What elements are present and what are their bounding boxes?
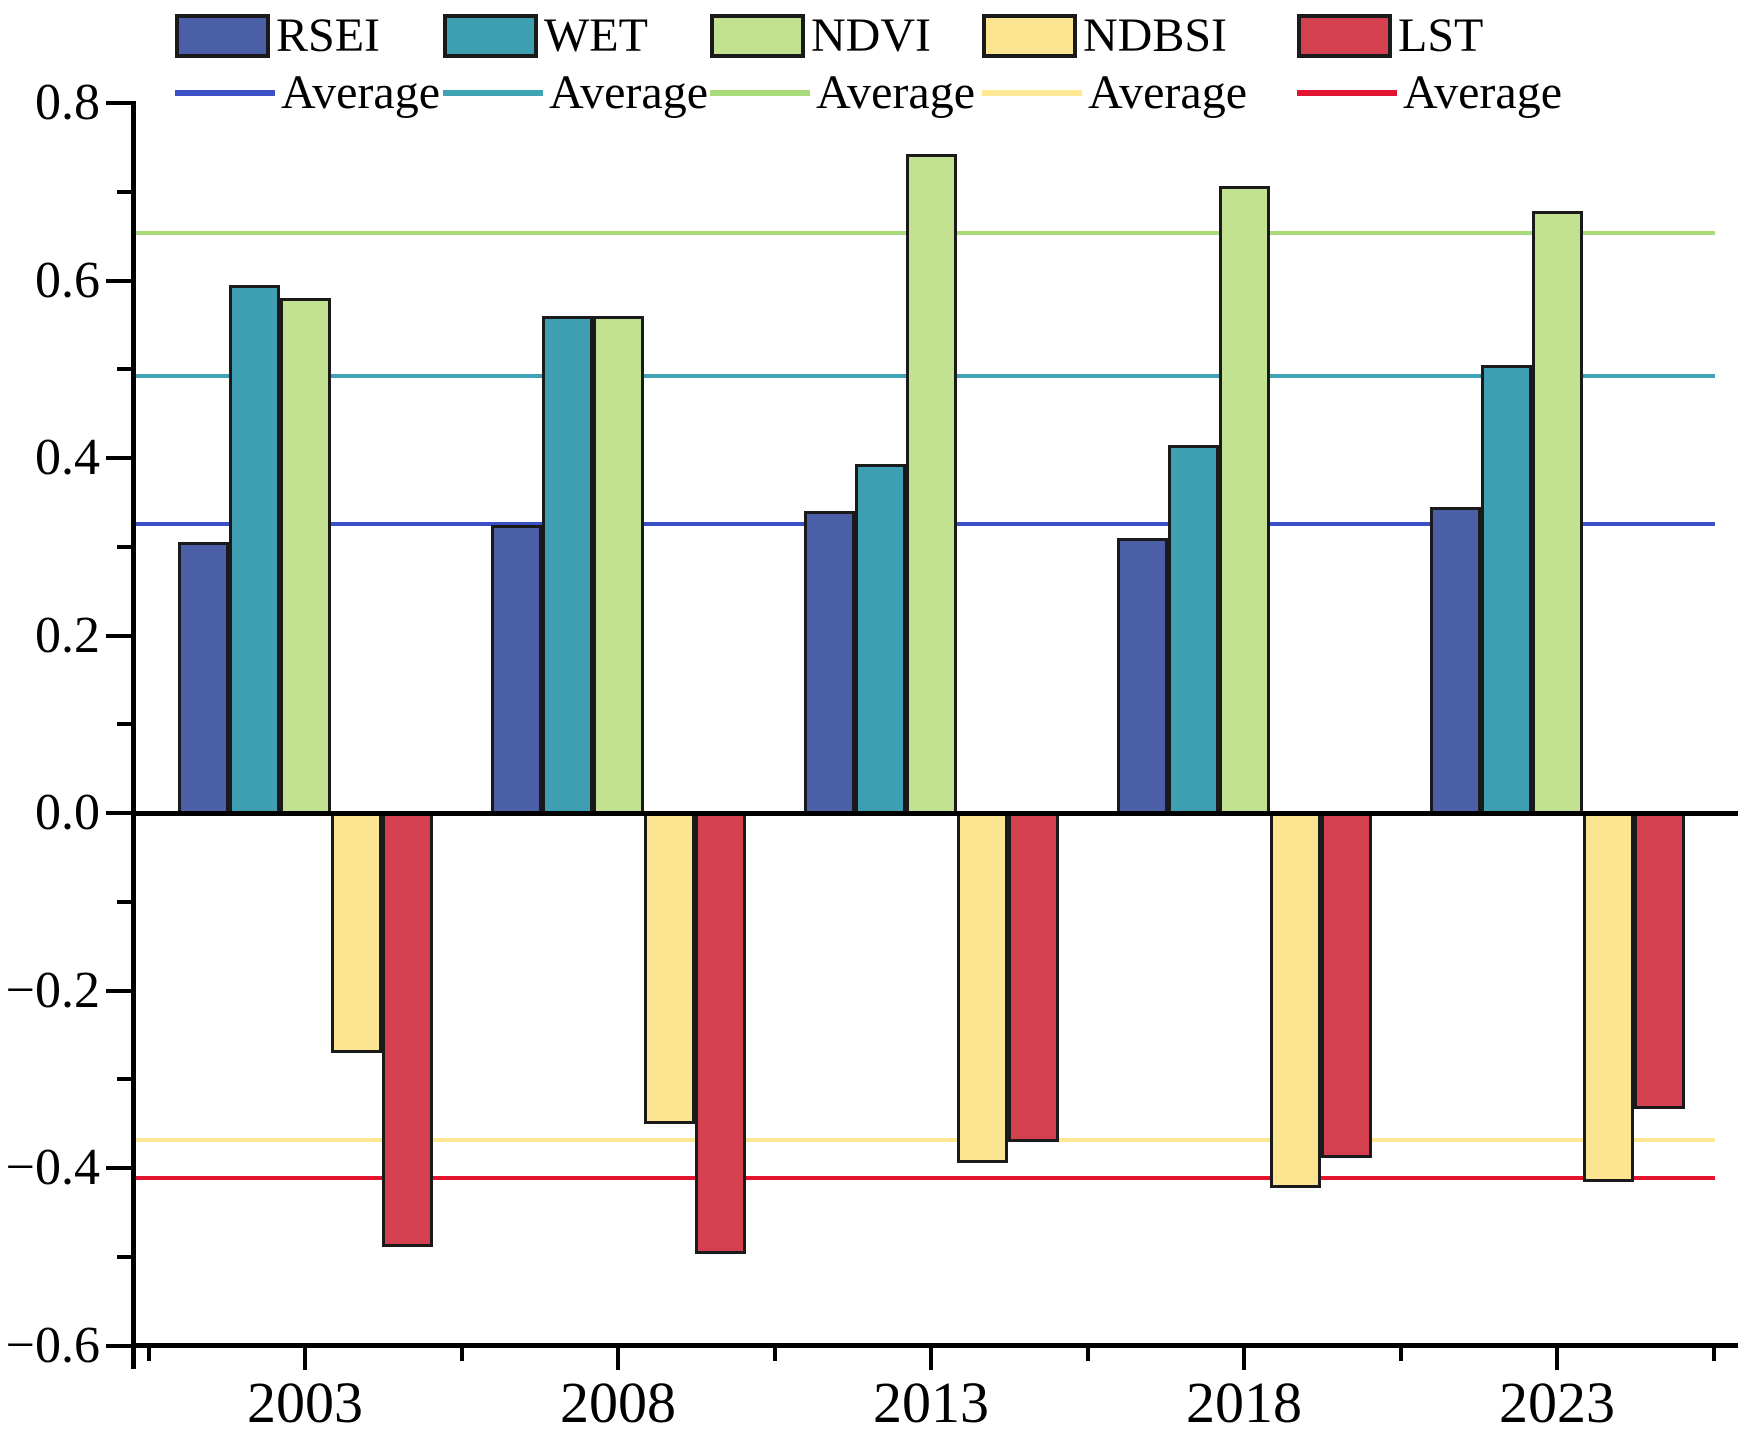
y-major-tick bbox=[106, 456, 133, 460]
legend-swatch-ndbsi bbox=[982, 14, 1077, 58]
legend-line-ndbsi bbox=[982, 90, 1082, 96]
y-tick-label: −0.6 bbox=[5, 1316, 100, 1374]
x-axis-line bbox=[131, 1343, 1738, 1348]
bar-rsei-2013 bbox=[804, 511, 855, 815]
y-minor-tick bbox=[117, 899, 133, 904]
y-major-tick bbox=[106, 811, 133, 815]
legend-line-ndvi bbox=[710, 90, 810, 96]
bar-rsei-2023 bbox=[1430, 506, 1481, 815]
bar-rsei-2003 bbox=[178, 542, 229, 815]
bar-ndbsi-2008 bbox=[644, 811, 695, 1124]
bar-ndvi-2013 bbox=[906, 154, 957, 815]
average-line-ndbsi bbox=[133, 1138, 1715, 1143]
legend-label-lst: LST bbox=[1398, 9, 1484, 62]
x-minor-tick bbox=[1398, 1348, 1403, 1361]
bar-lst-2023 bbox=[1634, 811, 1685, 1110]
bar-ndvi-2018 bbox=[1219, 186, 1270, 815]
y-minor-tick bbox=[117, 722, 133, 727]
y-major-tick bbox=[106, 101, 133, 105]
bar-wet-2023 bbox=[1481, 364, 1532, 815]
legend-average-label-lst: Average bbox=[1403, 66, 1562, 119]
legend-swatch-rsei bbox=[175, 14, 270, 58]
legend-line-rsei bbox=[175, 90, 275, 96]
x-major-tick bbox=[303, 1348, 307, 1370]
x-major-tick bbox=[929, 1348, 933, 1370]
average-line-lst bbox=[133, 1175, 1715, 1180]
x-major-tick bbox=[1555, 1348, 1559, 1370]
legend-label-ndvi: NDVI bbox=[811, 9, 931, 62]
legend-label-rsei: RSEI bbox=[276, 9, 381, 62]
bar-lst-2018 bbox=[1321, 811, 1372, 1159]
y-minor-tick bbox=[117, 189, 133, 194]
x-major-tick bbox=[616, 1348, 620, 1370]
y-major-tick bbox=[106, 1343, 133, 1348]
y-minor-tick bbox=[117, 1254, 133, 1259]
y-tick-label: −0.4 bbox=[5, 1139, 100, 1196]
legend-average-label-rsei: Average bbox=[281, 66, 440, 119]
bar-ndbsi-2018 bbox=[1270, 811, 1321, 1189]
bar-ndbsi-2013 bbox=[957, 811, 1008, 1163]
legend-swatch-lst bbox=[1297, 14, 1392, 58]
bar-ndvi-2003 bbox=[280, 298, 331, 815]
bar-rsei-2008 bbox=[491, 525, 542, 815]
x-minor-tick bbox=[1711, 1348, 1716, 1361]
bar-ndbsi-2023 bbox=[1583, 811, 1634, 1183]
legend-label-wet: WET bbox=[544, 9, 648, 62]
x-minor-tick bbox=[459, 1348, 464, 1361]
legend-average-label-ndvi: Average bbox=[816, 66, 975, 119]
y-minor-tick bbox=[117, 367, 133, 372]
bar-wet-2013 bbox=[855, 464, 906, 815]
bar-ndbsi-2003 bbox=[331, 811, 382, 1053]
y-axis-spine bbox=[131, 101, 136, 1369]
x-tick-label-2018: 2018 bbox=[1186, 1370, 1302, 1435]
zero-line bbox=[131, 810, 1738, 816]
legend-average-label-ndbsi: Average bbox=[1088, 66, 1247, 119]
x-tick-label-2008: 2008 bbox=[560, 1370, 676, 1435]
y-tick-label: 0.8 bbox=[35, 74, 100, 131]
legend-label-ndbsi: NDBSI bbox=[1083, 9, 1228, 62]
legend-swatch-ndvi bbox=[710, 14, 805, 58]
bar-wet-2018 bbox=[1168, 444, 1219, 815]
bar-lst-2008 bbox=[695, 811, 746, 1255]
y-tick-label: 0.2 bbox=[35, 606, 100, 664]
bar-ndvi-2023 bbox=[1532, 211, 1583, 815]
y-major-tick bbox=[106, 278, 133, 283]
legend-average-label-wet: Average bbox=[549, 66, 708, 119]
legend-swatch-wet bbox=[443, 14, 538, 58]
y-major-tick bbox=[106, 1166, 133, 1170]
bar-wet-2003 bbox=[229, 284, 280, 815]
y-tick-label: 0.0 bbox=[35, 784, 100, 841]
y-minor-tick bbox=[117, 544, 133, 549]
x-minor-tick bbox=[772, 1348, 777, 1361]
legend-line-lst bbox=[1297, 90, 1397, 96]
y-tick-label: 0.4 bbox=[35, 429, 100, 486]
x-tick-label-2013: 2013 bbox=[873, 1370, 989, 1435]
bar-ndvi-2008 bbox=[593, 316, 644, 815]
bar-rsei-2018 bbox=[1117, 537, 1168, 815]
y-minor-tick bbox=[117, 1077, 133, 1082]
y-major-tick bbox=[106, 988, 133, 993]
x-tick-label-2023: 2023 bbox=[1499, 1370, 1615, 1435]
x-major-tick bbox=[1242, 1348, 1246, 1370]
x-tick-label-2003: 2003 bbox=[247, 1370, 363, 1435]
y-tick-label: 0.6 bbox=[35, 251, 100, 309]
legend-line-wet bbox=[443, 90, 543, 96]
y-tick-label: −0.2 bbox=[5, 961, 100, 1019]
y-major-tick bbox=[106, 633, 133, 638]
bar-wet-2008 bbox=[542, 316, 593, 815]
x-minor-tick bbox=[1085, 1348, 1090, 1361]
bar-lst-2003 bbox=[382, 811, 433, 1247]
bar-lst-2013 bbox=[1008, 811, 1059, 1143]
x-minor-tick bbox=[146, 1348, 151, 1361]
